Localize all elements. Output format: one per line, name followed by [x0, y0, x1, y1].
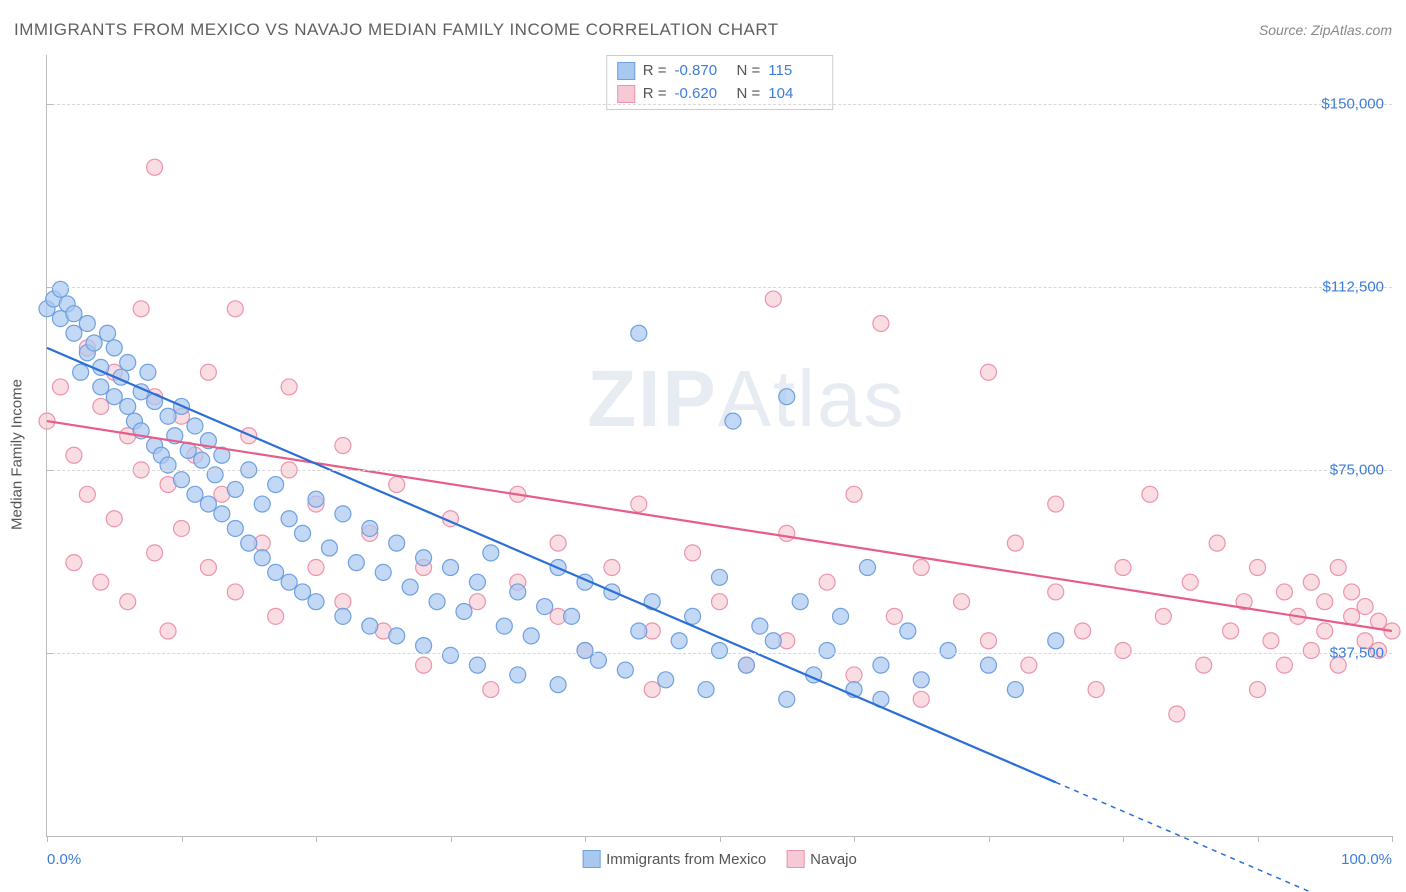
swatch-1: [617, 85, 635, 103]
legend-stats-row-1: R = -0.620 N = 104: [617, 83, 823, 106]
y-axis-label: Median Family Income: [9, 379, 26, 530]
r-value-0: -0.870: [675, 60, 729, 83]
legend-stats: R = -0.870 N = 115 R = -0.620 N = 104: [606, 55, 834, 110]
n-value-0: 115: [768, 60, 822, 83]
x-min-label: 0.0%: [47, 851, 81, 868]
legend-swatch-0: [582, 850, 600, 868]
n-label-0: N =: [737, 60, 761, 83]
ytick-label: $75,000: [1330, 461, 1384, 478]
ytick-label: $112,500: [1323, 278, 1384, 295]
legend-series: Immigrants from Mexico Navajo: [582, 850, 857, 868]
swatch-0: [617, 62, 635, 80]
legend-swatch-1: [786, 850, 804, 868]
ytick-label: $150,000: [1321, 95, 1384, 112]
chart-title: IMMIGRANTS FROM MEXICO VS NAVAJO MEDIAN …: [14, 20, 779, 40]
legend-item-1: Navajo: [786, 850, 857, 868]
r-label-1: R =: [643, 83, 667, 106]
legend-stats-row-0: R = -0.870 N = 115: [617, 60, 823, 83]
legend-label-0: Immigrants from Mexico: [606, 851, 766, 868]
x-max-label: 100.0%: [1341, 851, 1392, 868]
r-label-0: R =: [643, 60, 667, 83]
n-value-1: 104: [768, 83, 822, 106]
legend-item-0: Immigrants from Mexico: [582, 850, 766, 868]
ytick-label: $37,500: [1330, 644, 1384, 661]
n-label-1: N =: [737, 83, 761, 106]
title-bar: IMMIGRANTS FROM MEXICO VS NAVAJO MEDIAN …: [14, 20, 1392, 40]
legend-label-1: Navajo: [810, 851, 857, 868]
plot-area: Median Family Income ZIPAtlas R = -0.870…: [46, 55, 1392, 837]
plot-svg: [47, 55, 1392, 836]
source-label: Source: ZipAtlas.com: [1259, 22, 1392, 38]
chart-container: IMMIGRANTS FROM MEXICO VS NAVAJO MEDIAN …: [0, 0, 1406, 892]
r-value-1: -0.620: [675, 83, 729, 106]
